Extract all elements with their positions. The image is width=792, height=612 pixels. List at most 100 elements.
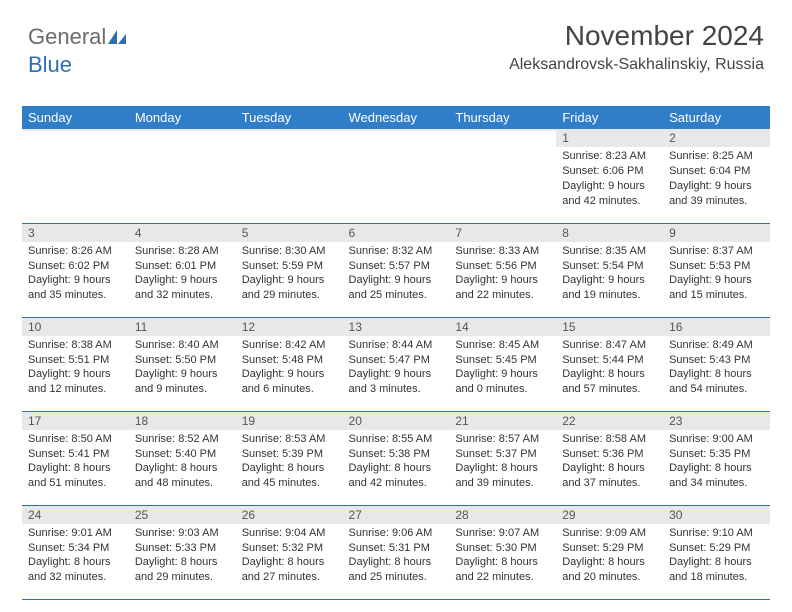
day-info-line: Sunrise: 8:30 AM xyxy=(242,244,337,259)
day-info-line: Sunrise: 8:58 AM xyxy=(562,432,657,447)
calendar-day-cell xyxy=(236,129,343,223)
day-body: Sunrise: 8:52 AMSunset: 5:40 PMDaylight:… xyxy=(129,430,236,495)
day-info-line: Sunset: 5:32 PM xyxy=(242,541,337,556)
day-info-line: Sunrise: 9:04 AM xyxy=(242,526,337,541)
day-body xyxy=(236,131,343,191)
day-body: Sunrise: 8:35 AMSunset: 5:54 PMDaylight:… xyxy=(556,242,663,307)
day-number: 19 xyxy=(236,412,343,430)
calendar-day-cell: 15Sunrise: 8:47 AMSunset: 5:44 PMDayligh… xyxy=(556,317,663,411)
calendar-day-cell: 19Sunrise: 8:53 AMSunset: 5:39 PMDayligh… xyxy=(236,411,343,505)
day-info-line: Sunset: 5:39 PM xyxy=(242,447,337,462)
day-info-line: Sunset: 5:38 PM xyxy=(349,447,444,462)
day-body xyxy=(343,131,450,191)
day-info-line: Sunset: 6:06 PM xyxy=(562,164,657,179)
location-label: Aleksandrovsk-Sakhalinskiy, Russia xyxy=(509,56,764,74)
day-info-line: Daylight: 8 hours and 42 minutes. xyxy=(349,461,444,491)
day-body: Sunrise: 8:58 AMSunset: 5:36 PMDaylight:… xyxy=(556,430,663,495)
day-info-line: Sunset: 5:29 PM xyxy=(562,541,657,556)
calendar-day-cell: 27Sunrise: 9:06 AMSunset: 5:31 PMDayligh… xyxy=(343,505,450,599)
weekday-header: Friday xyxy=(556,106,663,129)
day-info-line: Daylight: 9 hours and 12 minutes. xyxy=(28,367,123,397)
calendar-day-cell xyxy=(449,129,556,223)
day-info-line: Sunset: 5:54 PM xyxy=(562,259,657,274)
day-number: 26 xyxy=(236,506,343,524)
day-info-line: Sunset: 5:33 PM xyxy=(135,541,230,556)
day-body: Sunrise: 8:49 AMSunset: 5:43 PMDaylight:… xyxy=(663,336,770,401)
day-body xyxy=(449,131,556,191)
day-info-line: Sunrise: 8:49 AM xyxy=(669,338,764,353)
day-body: Sunrise: 8:28 AMSunset: 6:01 PMDaylight:… xyxy=(129,242,236,307)
day-info-line: Sunset: 5:34 PM xyxy=(28,541,123,556)
day-info-line: Sunrise: 8:42 AM xyxy=(242,338,337,353)
day-info-line: Sunset: 5:48 PM xyxy=(242,353,337,368)
day-info-line: Daylight: 8 hours and 22 minutes. xyxy=(455,555,550,585)
day-info-line: Daylight: 8 hours and 51 minutes. xyxy=(28,461,123,491)
day-info-line: Daylight: 9 hours and 32 minutes. xyxy=(135,273,230,303)
day-body: Sunrise: 9:03 AMSunset: 5:33 PMDaylight:… xyxy=(129,524,236,589)
day-info-line: Sunset: 5:57 PM xyxy=(349,259,444,274)
calendar-week-row: 3Sunrise: 8:26 AMSunset: 6:02 PMDaylight… xyxy=(22,223,770,317)
day-info-line: Sunrise: 8:37 AM xyxy=(669,244,764,259)
calendar-day-cell: 10 Sunrise: 8:38 AMSunset: 5:51 PMDayligh… xyxy=(22,317,129,411)
calendar-day-cell: 4Sunrise: 8:28 AMSunset: 6:01 PMDaylight… xyxy=(129,223,236,317)
day-number: 9 xyxy=(663,224,770,242)
day-info-line: Sunrise: 8:28 AM xyxy=(135,244,230,259)
day-info-line: Sunrise: 8:44 AM xyxy=(349,338,444,353)
day-info-line: Sunrise: 8:32 AM xyxy=(349,244,444,259)
day-info-line: Sunrise: 9:06 AM xyxy=(349,526,444,541)
day-info-line: Sunset: 5:47 PM xyxy=(349,353,444,368)
day-number: 3 xyxy=(22,224,129,242)
day-info-line: Sunset: 5:51 PM xyxy=(28,353,123,368)
day-info-line: Daylight: 9 hours and 42 minutes. xyxy=(562,179,657,209)
day-info-line: Sunset: 5:35 PM xyxy=(669,447,764,462)
calendar-day-cell: 1Sunrise: 8:23 AMSunset: 6:06 PMDaylight… xyxy=(556,129,663,223)
day-info-line: Sunrise: 8:25 AM xyxy=(669,149,764,164)
day-info-line: Daylight: 9 hours and 6 minutes. xyxy=(242,367,337,397)
weekday-header: Tuesday xyxy=(236,106,343,129)
day-info-line: Sunrise: 8:55 AM xyxy=(349,432,444,447)
calendar-day-cell: 16Sunrise: 8:49 AMSunset: 5:43 PMDayligh… xyxy=(663,317,770,411)
day-body: Sunrise: 8:32 AMSunset: 5:57 PMDaylight:… xyxy=(343,242,450,307)
day-info-line: Sunrise: 8:35 AM xyxy=(562,244,657,259)
calendar-day-cell: 24Sunrise: 9:01 AMSunset: 5:34 PMDayligh… xyxy=(22,505,129,599)
calendar-day-cell: 25Sunrise: 9:03 AMSunset: 5:33 PMDayligh… xyxy=(129,505,236,599)
day-number: 29 xyxy=(556,506,663,524)
day-body xyxy=(129,131,236,191)
day-info-line: Daylight: 8 hours and 37 minutes. xyxy=(562,461,657,491)
day-info-line: Sunset: 5:45 PM xyxy=(455,353,550,368)
calendar-week-row: 10Sunrise: 8:38 AMSunset: 5:51 PMDayligh… xyxy=(22,317,770,411)
day-body: Sunrise: 8:53 AMSunset: 5:39 PMDaylight:… xyxy=(236,430,343,495)
day-info-line: Daylight: 8 hours and 57 minutes. xyxy=(562,367,657,397)
month-title: November 2024 xyxy=(509,20,764,52)
calendar-day-cell: 30Sunrise: 9:10 AMSunset: 5:29 PMDayligh… xyxy=(663,505,770,599)
day-info-line: Sunset: 5:41 PM xyxy=(28,447,123,462)
calendar-day-cell: 28Sunrise: 9:07 AMSunset: 5:30 PMDayligh… xyxy=(449,505,556,599)
day-number: 10 xyxy=(22,318,129,336)
day-info-line: Sunset: 5:30 PM xyxy=(455,541,550,556)
day-info-line: Sunrise: 8:52 AM xyxy=(135,432,230,447)
day-info-line: Sunrise: 8:40 AM xyxy=(135,338,230,353)
day-number: 21 xyxy=(449,412,556,430)
weekday-header: Thursday xyxy=(449,106,556,129)
day-number: 25 xyxy=(129,506,236,524)
calendar-day-cell: 5Sunrise: 8:30 AMSunset: 5:59 PMDaylight… xyxy=(236,223,343,317)
day-body: Sunrise: 8:33 AMSunset: 5:56 PMDaylight:… xyxy=(449,242,556,307)
logo-text-blue: Blue xyxy=(28,52,72,77)
calendar-day-cell: 13Sunrise: 8:44 AMSunset: 5:47 PMDayligh… xyxy=(343,317,450,411)
day-info-line: Daylight: 9 hours and 15 minutes. xyxy=(669,273,764,303)
day-info-line: Sunset: 5:43 PM xyxy=(669,353,764,368)
logo: General Blue xyxy=(28,24,128,78)
day-body: Sunrise: 8:55 AMSunset: 5:38 PMDaylight:… xyxy=(343,430,450,495)
day-info-line: Sunrise: 8:38 AM xyxy=(28,338,123,353)
day-info-line: Daylight: 9 hours and 25 minutes. xyxy=(349,273,444,303)
day-body: Sunrise: 8:57 AMSunset: 5:37 PMDaylight:… xyxy=(449,430,556,495)
day-body: Sunrise: 9:07 AMSunset: 5:30 PMDaylight:… xyxy=(449,524,556,589)
day-info-line: Daylight: 8 hours and 27 minutes. xyxy=(242,555,337,585)
day-body: Sunrise: 9:10 AMSunset: 5:29 PMDaylight:… xyxy=(663,524,770,589)
day-body: Sunrise: 9:06 AMSunset: 5:31 PMDaylight:… xyxy=(343,524,450,589)
day-number: 28 xyxy=(449,506,556,524)
day-info-line: Sunset: 5:59 PM xyxy=(242,259,337,274)
day-info-line: Sunset: 5:40 PM xyxy=(135,447,230,462)
day-info-line: Sunrise: 8:23 AM xyxy=(562,149,657,164)
day-body: Sunrise: 8:25 AMSunset: 6:04 PMDaylight:… xyxy=(663,147,770,212)
